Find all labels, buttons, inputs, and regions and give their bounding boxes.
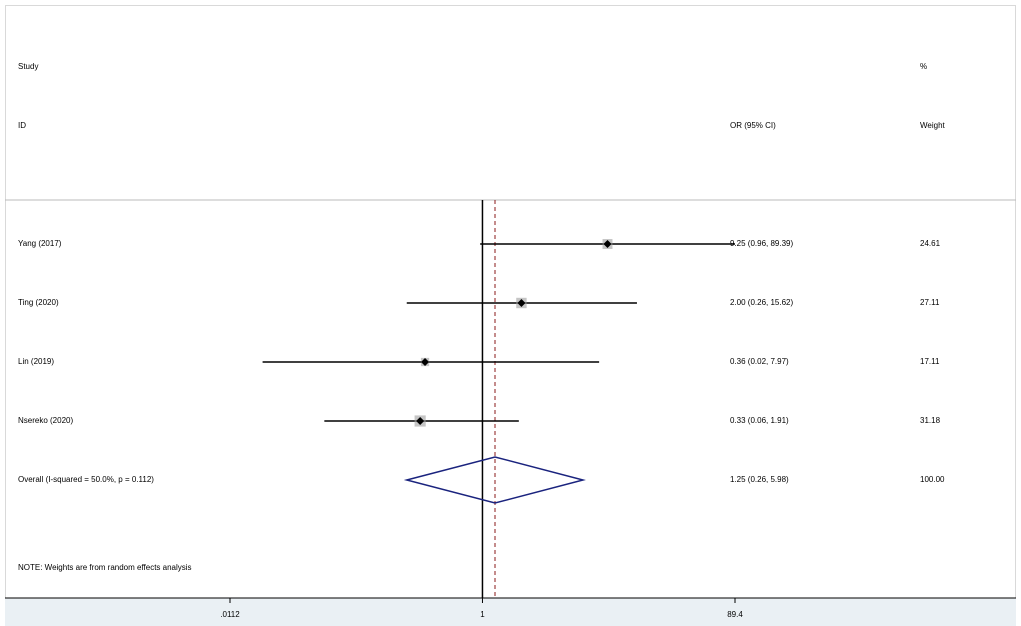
axis-band [5, 598, 1016, 626]
study-label: Yang (2017) [18, 239, 62, 248]
x-tick-label: 89.4 [727, 610, 743, 619]
note: NOTE: Weights are from random effects an… [18, 563, 192, 572]
ci-label: 0.36 (0.02, 7.97) [730, 357, 789, 366]
weight-label: 24.61 [920, 239, 941, 248]
overall-weight-label: 100.00 [920, 475, 945, 484]
study-label: Lin (2019) [18, 357, 54, 366]
ci-label: 0.33 (0.06, 1.91) [730, 416, 789, 425]
point-estimate [421, 358, 430, 366]
weight-label: 31.18 [920, 416, 941, 425]
header-ci: OR (95% CI) [730, 121, 776, 130]
x-tick-label: .0112 [220, 610, 240, 619]
study-label: Nsereko (2020) [18, 416, 73, 425]
ci-label: 9.25 (0.96, 89.39) [730, 239, 793, 248]
study-label: Ting (2020) [18, 298, 59, 307]
point-estimate [517, 299, 526, 307]
header-study: Study [18, 62, 38, 71]
header-weight: Weight [920, 121, 946, 130]
x-tick-label: 1 [480, 610, 485, 619]
overall-diamond [403, 456, 586, 504]
point-estimate [603, 240, 612, 248]
weight-label: 17.11 [920, 357, 940, 366]
overall-ci-label: 1.25 (0.26, 5.98) [730, 475, 789, 484]
point-estimate [416, 417, 425, 425]
overall-label: Overall (I-squared = 50.0%, p = 0.112) [18, 475, 154, 484]
frame [5, 5, 1016, 626]
weight-label: 27.11 [920, 298, 940, 307]
header-pct: % [920, 62, 927, 71]
header-id: ID [18, 121, 26, 130]
ci-label: 2.00 (0.26, 15.62) [730, 298, 793, 307]
